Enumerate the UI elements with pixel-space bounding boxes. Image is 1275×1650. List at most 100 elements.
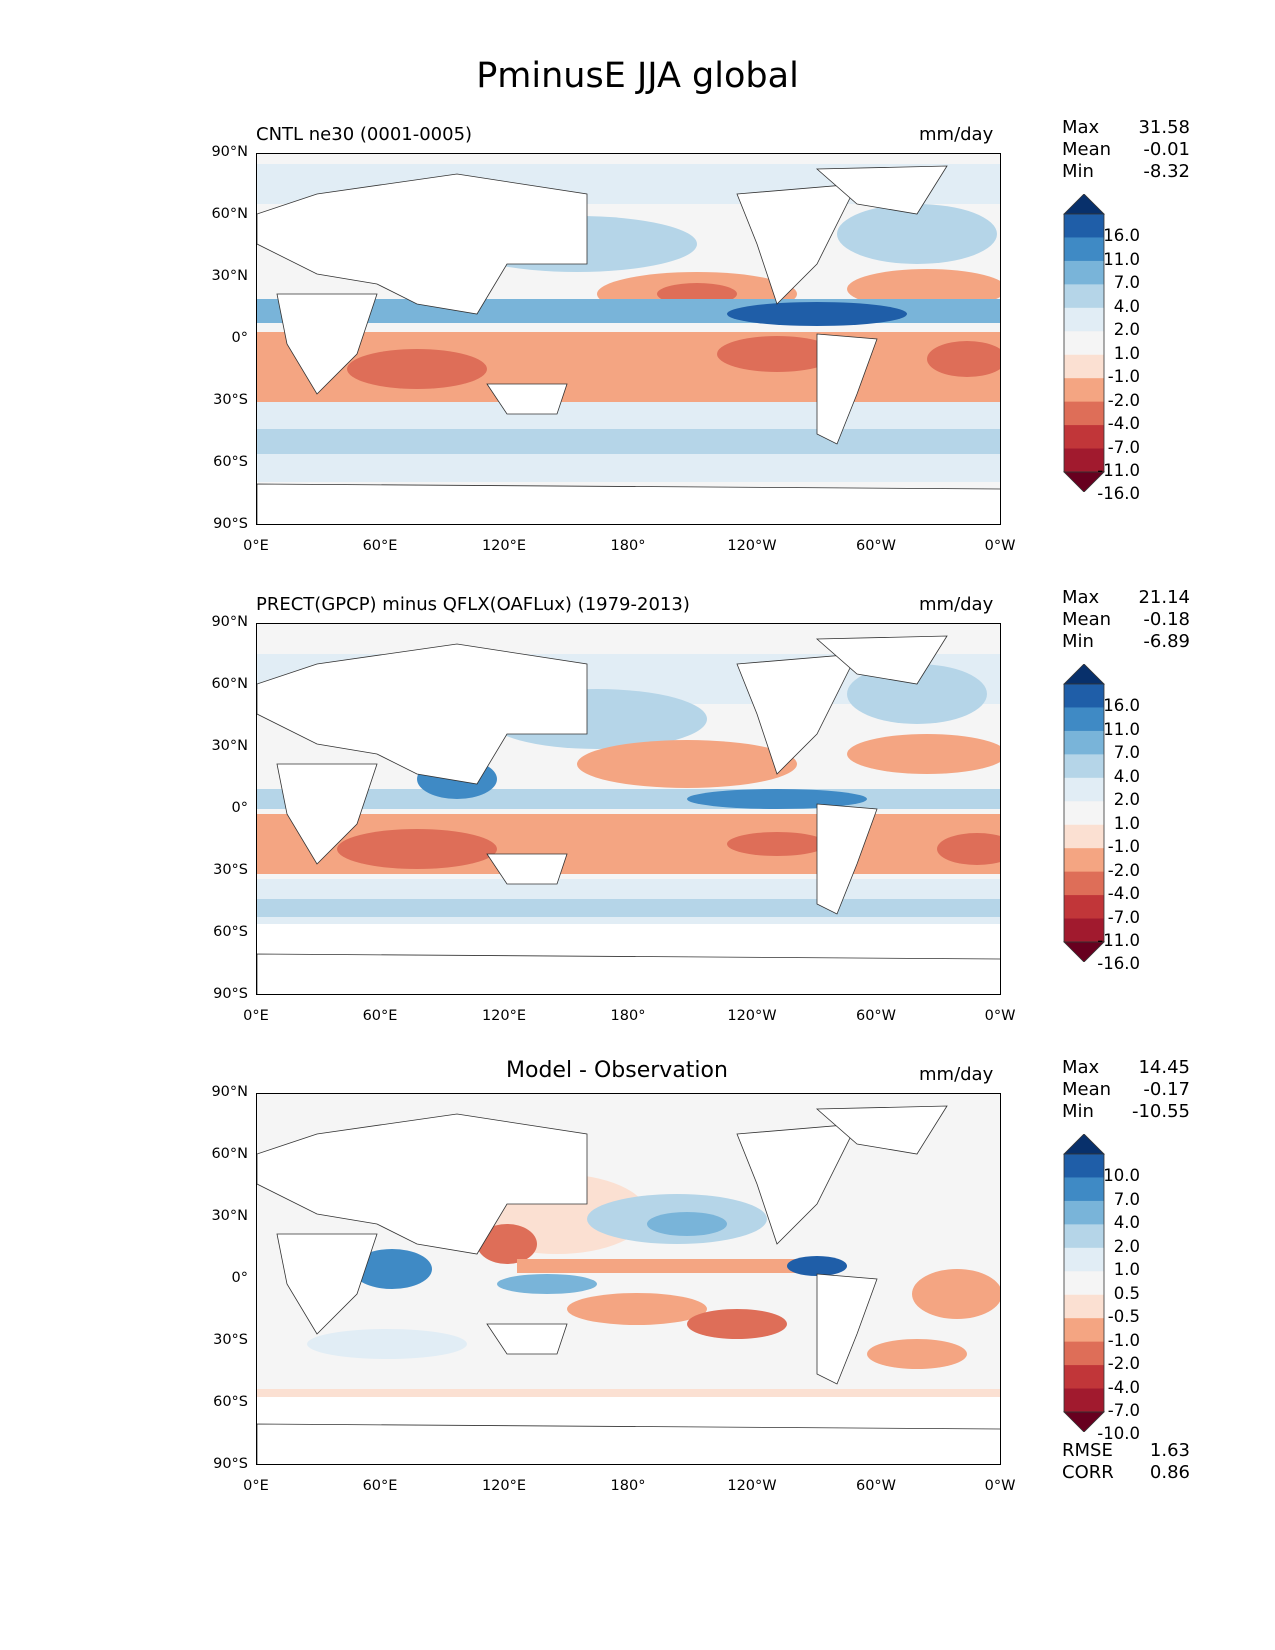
stat-label: Mean [1062, 139, 1112, 160]
lat-tick: 90°S [213, 1456, 248, 1472]
colorbar-band [1064, 284, 1104, 309]
lat-tick: 30°N [211, 1208, 248, 1224]
metric-value: 0.86 [1149, 1462, 1190, 1483]
colorbar-level-label: 0.5 [1113, 1283, 1140, 1303]
panel-2-units: mm/day [919, 594, 994, 615]
panel-1-colorbar [1063, 194, 1105, 492]
colorbar-band [1064, 1154, 1104, 1178]
npac-wet-core [647, 1212, 727, 1236]
panel-3-colorbar [1063, 1134, 1105, 1432]
metric-label: CORR [1062, 1462, 1114, 1483]
lon-tick: 120°E [481, 1478, 527, 1494]
lon-tick: 60°E [362, 1008, 398, 1024]
lat-tick: 90°N [211, 144, 248, 160]
colorbar-level-label: 4.0 [1113, 1213, 1140, 1233]
itcz-core [727, 302, 907, 326]
panel-3-continents [257, 1105, 1000, 1464]
colorbar-level-label: -16.0 [1097, 954, 1140, 974]
panel-2-continents [257, 635, 1000, 994]
colorbar-level-label: 7.0 [1113, 1189, 1140, 1209]
lon-tick: 60°E [362, 1478, 398, 1494]
lon-tick: 60°W [855, 1008, 897, 1024]
colorbar-outline [1063, 1153, 1105, 1413]
metric-value: 1.63 [1149, 1440, 1190, 1461]
panel-3-map-svg [257, 1105, 1000, 1464]
antarctica [257, 483, 1000, 524]
colorbar-level-label: 4.0 [1113, 766, 1140, 786]
lat-tick: 0° [231, 1270, 248, 1286]
colorbar-level-label: 4.0 [1113, 296, 1140, 316]
stat-label: Max [1062, 587, 1100, 608]
lon-tick: 120°W [727, 1478, 777, 1494]
colorbar-outline [1063, 683, 1105, 943]
greenland [815, 635, 948, 685]
stat-value: 31.58 [1138, 117, 1190, 138]
colorbar-band [1064, 707, 1104, 732]
sio-wet [307, 1329, 467, 1359]
lat-tick: 30°S [213, 862, 248, 878]
stat-label: Min [1062, 1101, 1094, 1122]
africa [276, 1233, 378, 1335]
eurasia [257, 1113, 588, 1255]
colorbar-level-label: -0.5 [1107, 1307, 1140, 1327]
colorbar-level-label: -1.0 [1107, 1330, 1140, 1350]
colorbar-level-label: 1.0 [1113, 1260, 1140, 1280]
sepac-dry [687, 1309, 787, 1339]
so-wet-core [257, 899, 1000, 917]
natl-wet [847, 664, 987, 724]
lon-tick: 180° [610, 538, 646, 554]
colorbar-band [1064, 848, 1104, 873]
stat-label: Min [1062, 631, 1094, 652]
lat-tick: 30°N [211, 268, 248, 284]
colorbar-band [1064, 1365, 1104, 1390]
colorbar-band [1064, 1177, 1104, 1202]
natl-dry [847, 269, 1000, 309]
lon-tick: 120°W [727, 1008, 777, 1024]
colorbar-band [1064, 918, 1104, 943]
africa [276, 763, 378, 865]
colorbar-level-label: 2.0 [1113, 1236, 1140, 1256]
io-wet [352, 1249, 432, 1289]
colorbar-level-label: 1.0 [1113, 813, 1140, 833]
eurasia [257, 643, 588, 785]
colorbar-band [1064, 777, 1104, 802]
colorbar-band [1064, 754, 1104, 779]
colorbar-level-label: -7.0 [1107, 907, 1140, 927]
panel-3-metrics: RMSE 1.63 CORR 0.86 [1062, 1440, 1190, 1484]
stat-value: -8.32 [1143, 161, 1190, 182]
colorbar-band [1064, 214, 1104, 238]
sepac-dry [727, 832, 827, 856]
lon-tick: 60°W [855, 1478, 897, 1494]
colorbar-level-label: 7.0 [1113, 273, 1140, 293]
metric-label: RMSE [1062, 1440, 1113, 1461]
africa [276, 293, 378, 395]
colorbar-level-label: -2.0 [1107, 1354, 1140, 1374]
colorbar-band [1064, 354, 1104, 379]
lat-tick: 30°S [213, 1332, 248, 1348]
panel-3-map [256, 1093, 1001, 1465]
lat-tick: 0° [231, 330, 248, 346]
lon-tick: 120°E [481, 538, 527, 554]
so-dry [867, 1339, 967, 1369]
stat-value: 21.14 [1138, 587, 1190, 608]
npac-dry [577, 740, 797, 788]
south-america [816, 1273, 878, 1385]
colorbar-level-label: -7.0 [1107, 437, 1140, 457]
colorbar-band [1064, 684, 1104, 708]
lon-tick: 180° [610, 1478, 646, 1494]
colorbar-outline [1063, 213, 1105, 473]
panel-1-field [257, 164, 1000, 482]
greenland [815, 1105, 948, 1155]
panel-2-map-svg [257, 635, 1000, 994]
lat-tick: 60°S [213, 924, 248, 940]
colorbar-band [1064, 871, 1104, 896]
itcz-core [687, 789, 867, 809]
lat-tick: 30°S [213, 392, 248, 408]
sio-dry [347, 349, 487, 389]
panel-2-title: PRECT(GPCP) minus QFLX(OAFLux) (1979-201… [256, 594, 690, 615]
colorbar-band [1064, 895, 1104, 920]
stat-value: -0.18 [1143, 609, 1190, 630]
figure-title: PminusE JJA global [476, 56, 799, 96]
eurasia [257, 173, 588, 315]
lon-tick: 120°E [481, 1008, 527, 1024]
